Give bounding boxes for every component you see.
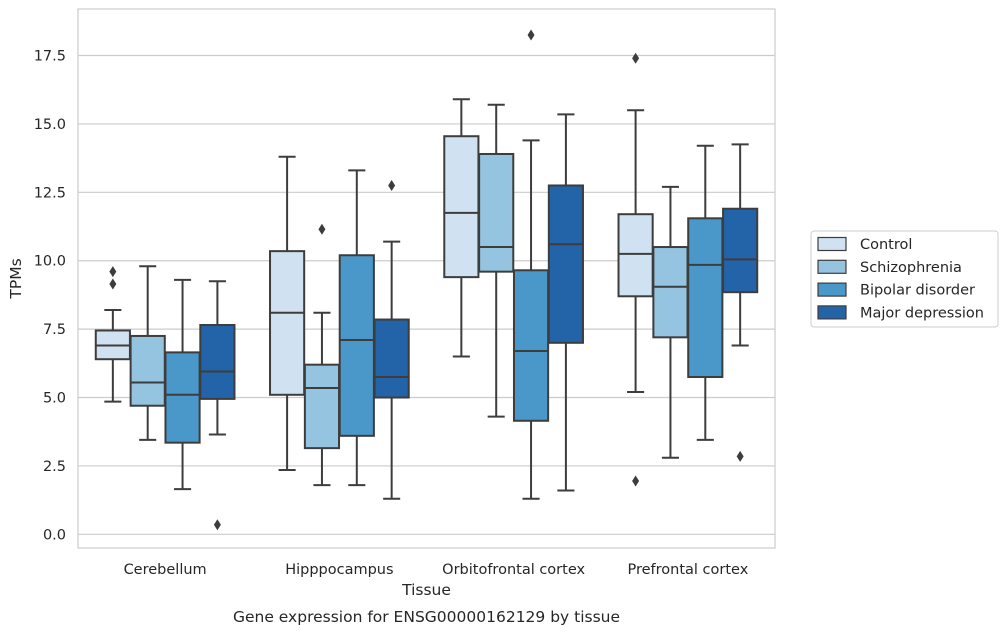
- y-tick-label: 2.5: [43, 459, 66, 475]
- plot-area-frame: [77, 8, 776, 549]
- x-tick-label: Orbitofrontal cortex: [442, 562, 585, 578]
- outlier-point: [109, 266, 117, 278]
- legend-swatch: [817, 236, 847, 252]
- box-bipolar-disorder: [512, 29, 550, 500]
- box-control: [443, 98, 480, 358]
- legend-swatch: [817, 305, 847, 320]
- box-body: [373, 318, 410, 399]
- legend-label: Schizophrenia: [860, 260, 962, 276]
- x-tick-label: Prefrontal cortex: [627, 562, 748, 578]
- y-tick-label: 0.0: [43, 527, 66, 543]
- y-tick-label: 5.0: [43, 391, 66, 407]
- outlier-point: [213, 519, 221, 531]
- outlier-point: [109, 278, 117, 290]
- legend-swatch: [817, 282, 847, 297]
- legend-label: Major depression: [860, 305, 984, 321]
- x-tick-label: Cerebellum: [124, 562, 207, 578]
- box-schizophrenia: [652, 185, 689, 459]
- outlier-point: [527, 29, 535, 41]
- box-body: [512, 269, 550, 422]
- box-body: [617, 213, 654, 298]
- legend-label: Bipolar disorder: [860, 283, 975, 299]
- box-control: [269, 155, 306, 472]
- box-control: [94, 266, 131, 403]
- box-major-depression: [373, 179, 410, 500]
- box-major-depression: [199, 280, 236, 531]
- y-tick-label: 7.5: [43, 322, 66, 338]
- legend-label: Control: [860, 237, 912, 253]
- y-tick-label: 17.5: [34, 49, 66, 65]
- y-tick-label: 15.0: [34, 117, 66, 133]
- box-body: [478, 153, 515, 273]
- legend: Control Schizophrenia Bipolar disorder Majo…: [810, 230, 999, 328]
- x-tick-labels: Cerebellum Hipppocampus Orbitofrontal cort…: [124, 562, 749, 578]
- outlier-point: [632, 52, 640, 64]
- box-body: [164, 351, 201, 444]
- box-body: [303, 363, 341, 450]
- box-body: [269, 250, 306, 396]
- box-body: [687, 217, 724, 378]
- x-tick-label: Hipppocampus: [285, 562, 393, 578]
- box-major-depression: [722, 143, 759, 462]
- y-tick-label: 10.0: [34, 254, 66, 270]
- box-body: [547, 184, 584, 344]
- box-body: [652, 246, 689, 339]
- box-bipolar-disorder: [164, 278, 201, 491]
- legend-swatch: [817, 259, 847, 274]
- y-tick-label: 12.5: [34, 185, 66, 201]
- box-schizophrenia: [129, 265, 166, 441]
- boxes: [94, 29, 759, 531]
- box-body: [199, 324, 236, 400]
- box-major-depression: [547, 113, 584, 492]
- box-body: [129, 334, 166, 407]
- chart-caption: Gene expression for ENSG00000162129 by t…: [233, 608, 620, 626]
- outlier-point: [736, 450, 744, 462]
- outlier-point: [632, 475, 640, 487]
- outlier-point: [318, 223, 326, 235]
- box-schizophrenia: [303, 223, 341, 487]
- box-bipolar-disorder: [338, 169, 375, 487]
- outlier-point: [388, 179, 396, 191]
- y-axis-label: TPMs: [7, 258, 25, 299]
- box-body: [338, 254, 375, 437]
- box-body: [722, 207, 759, 294]
- box-schizophrenia: [478, 103, 515, 418]
- box-bipolar-disorder: [687, 144, 724, 441]
- box-control: [617, 52, 654, 487]
- y-tick-labels: 0.0 2.5 5.0 7.5 10.0 12.5 15.0 17.5: [34, 49, 66, 544]
- x-axis-label: Tissue: [401, 581, 451, 599]
- box-body: [443, 135, 480, 279]
- legend-frame: [810, 230, 999, 328]
